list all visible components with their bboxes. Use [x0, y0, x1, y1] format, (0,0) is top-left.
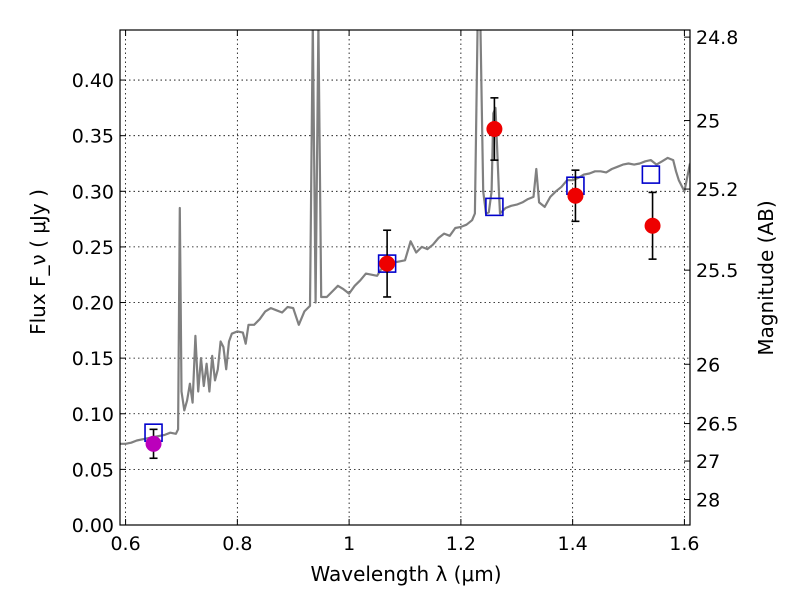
- observed-flux-point: [567, 187, 584, 204]
- right-tick-label: 25.5: [696, 260, 738, 282]
- y-axis-label: Flux F_ν ( μJy ): [26, 189, 50, 335]
- plot-frame: [119, 29, 691, 526]
- x-tick-label: 1: [343, 533, 355, 555]
- observed-flux-point: [379, 255, 396, 272]
- right-tick-label: 25.2: [696, 179, 738, 201]
- x-tick-label: 1.2: [446, 533, 476, 555]
- x-tick-label: 1.4: [558, 533, 588, 555]
- y-tick-label: 0.40: [72, 70, 114, 92]
- model-flux-box: [641, 165, 661, 184]
- y-tick-label: 0.25: [72, 237, 114, 259]
- right-tick-label: 24.8: [696, 27, 738, 49]
- right-axis-label: Magnitude (AB): [754, 200, 778, 355]
- y-tick-label: 0.30: [72, 181, 114, 203]
- right-tick-label: 25: [696, 111, 720, 133]
- y-tick-label: 0.35: [72, 126, 114, 148]
- marker-layer: [144, 97, 661, 460]
- observed-flux-point: [486, 121, 503, 137]
- observed-flux-point: [145, 435, 162, 452]
- right-tick-label: 26: [696, 354, 720, 376]
- observed-flux-point: [644, 217, 661, 234]
- x-tick-label: 0.8: [222, 533, 252, 555]
- x-tick-label: 1.6: [669, 533, 699, 555]
- spectrum-layer: [120, 30, 690, 445]
- axes: 0.6 0.8 1 1.2 1.4 1.6 0.00 0.05 0.10 0.15 0.20 0.25…: [72, 27, 739, 555]
- right-tick-label: 26.5: [696, 414, 738, 436]
- spectrum-line: [120, 30, 690, 445]
- right-tick-label: 28: [696, 490, 720, 512]
- y-tick-label: 0.05: [72, 459, 114, 481]
- x-tick-label: 0.6: [110, 533, 140, 555]
- x-axis-label: Wavelength λ (μm): [310, 562, 501, 586]
- y-tick-label: 0.20: [72, 293, 114, 315]
- y-tick-label: 0.10: [72, 404, 114, 426]
- right-tick-label: 27: [696, 451, 720, 473]
- y-tick-label: 0.15: [72, 348, 114, 370]
- grid-lines: [120, 30, 690, 526]
- y-tick-label: 0.00: [72, 515, 114, 537]
- model-flux-box: [485, 197, 504, 217]
